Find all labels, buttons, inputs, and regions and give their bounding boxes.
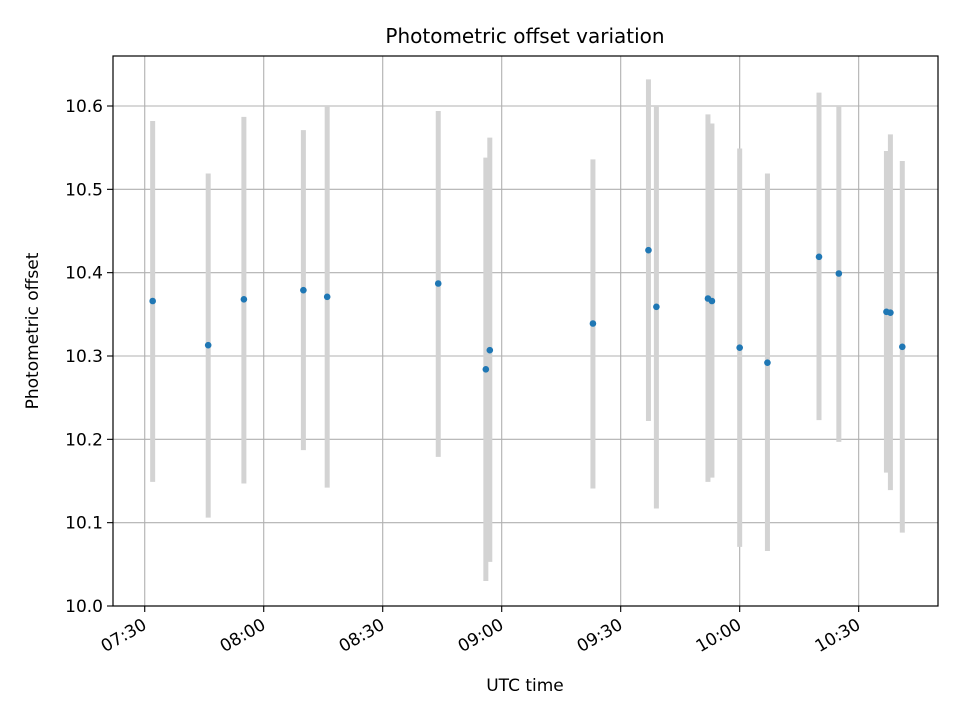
x-axis-label: UTC time bbox=[486, 676, 564, 696]
plot-frame bbox=[112, 55, 939, 607]
data-point bbox=[149, 297, 156, 305]
data-point bbox=[240, 296, 248, 303]
data-point bbox=[482, 366, 490, 373]
y-tick-label: 10.5 bbox=[65, 180, 103, 200]
y-axis: 10.0 10.1 10.2 10.3 10.4 10.5 10.6 bbox=[65, 97, 113, 617]
y-tick-label: 10.1 bbox=[65, 514, 103, 534]
y-tick-label: 10.3 bbox=[65, 347, 103, 367]
y-tick-label: 10.4 bbox=[65, 264, 103, 284]
y-tick-label: 10.2 bbox=[65, 430, 103, 450]
data-point bbox=[899, 343, 906, 351]
data-point bbox=[815, 253, 823, 261]
data-point bbox=[589, 320, 597, 327]
y-tick-label: 10.0 bbox=[65, 597, 103, 617]
data-point bbox=[204, 341, 212, 349]
data-point bbox=[835, 270, 843, 277]
data-point bbox=[887, 309, 894, 316]
data-point bbox=[300, 286, 307, 294]
y-tick-label: 10.6 bbox=[65, 97, 103, 117]
chart-title: Photometric offset variation bbox=[385, 24, 664, 48]
data-point bbox=[486, 346, 494, 354]
data-point bbox=[434, 280, 442, 287]
y-axis-label: Photometric offset bbox=[23, 252, 43, 409]
data-points bbox=[149, 246, 906, 373]
data-point bbox=[764, 359, 771, 366]
data-point bbox=[645, 246, 652, 254]
data-point bbox=[708, 297, 716, 305]
data-point bbox=[736, 344, 743, 351]
data-point bbox=[323, 293, 331, 301]
data-point bbox=[653, 303, 660, 311]
